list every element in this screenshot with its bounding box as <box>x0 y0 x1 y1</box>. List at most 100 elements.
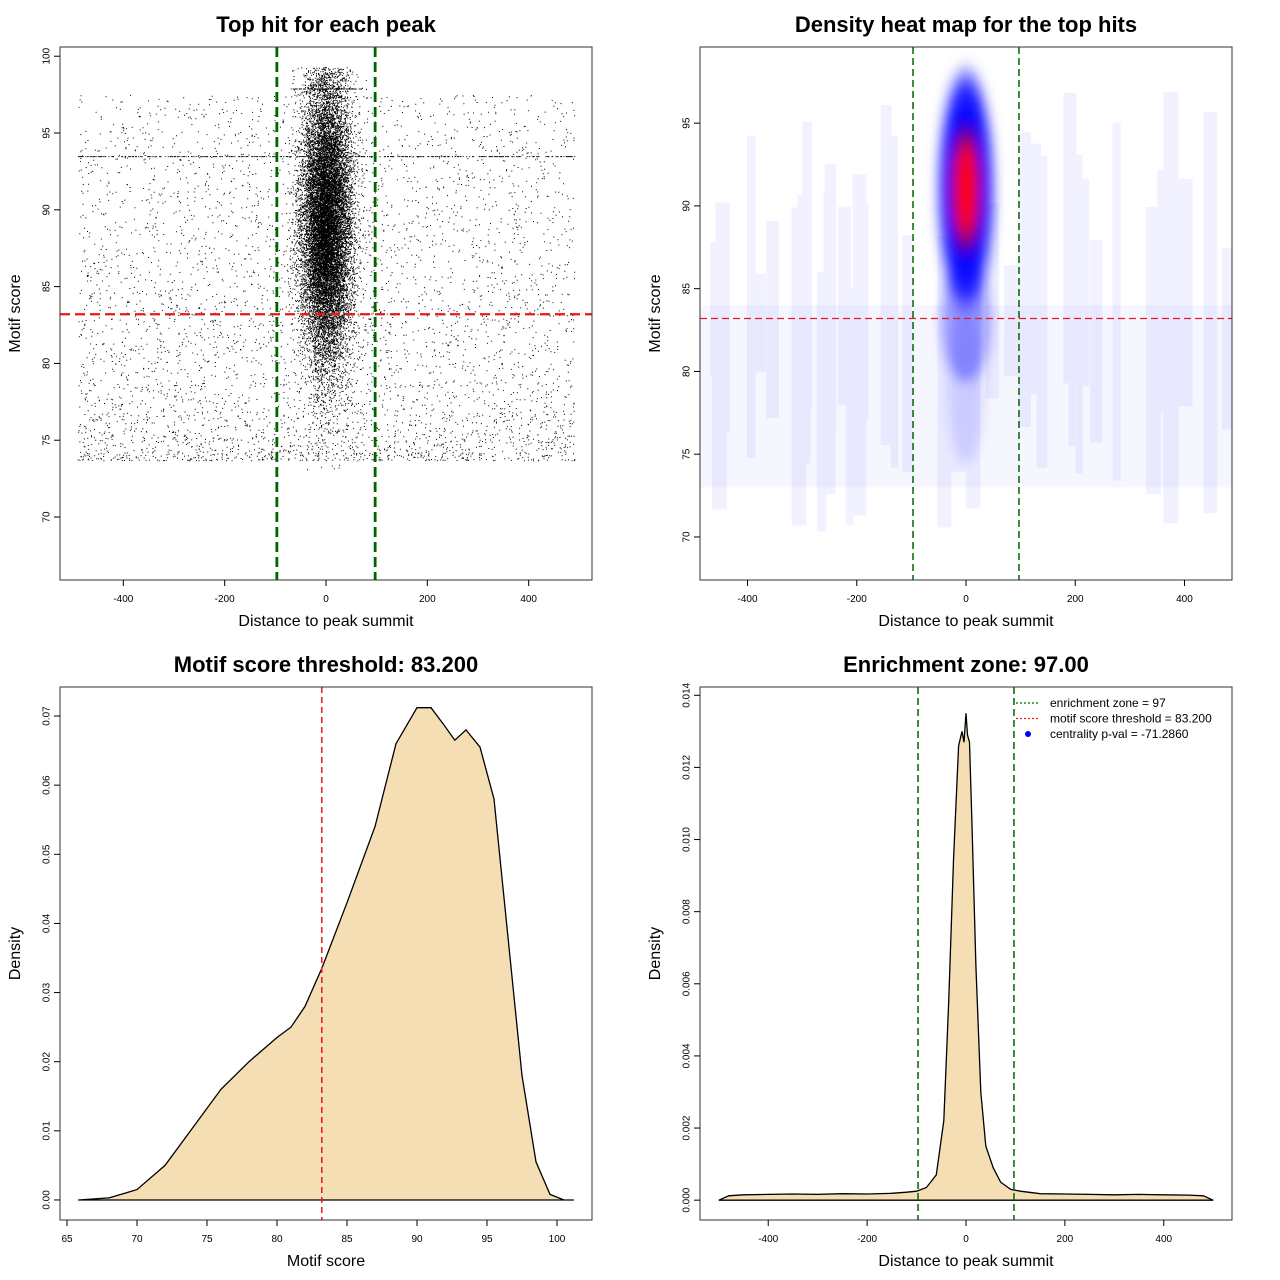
heat-streak <box>1112 122 1121 481</box>
y-axis-title: Density <box>7 927 24 980</box>
heat-streak <box>823 191 836 495</box>
y-tick-label: 0.014 <box>682 682 693 707</box>
plot-region <box>718 713 1214 1201</box>
heat-streak <box>1157 169 1169 413</box>
x-tick-label: -200 <box>847 594 867 605</box>
heat-streak <box>880 104 892 445</box>
x-axis: -400 -200 0 200 400 <box>758 1220 1173 1245</box>
heat-streak <box>1203 112 1218 514</box>
chart-title: Density heat map for the top hits <box>795 12 1137 37</box>
heat-streak <box>902 235 912 472</box>
chart-title: Motif score threshold: 83.200 <box>174 652 478 677</box>
heat-streak <box>838 206 852 406</box>
heat-streak <box>1177 178 1193 407</box>
y-tick-label: 95 <box>42 127 53 139</box>
legend-label: enrichment zone = 97 <box>1050 696 1166 710</box>
y-tick-label: 0.004 <box>682 1043 693 1068</box>
plot-frame <box>59 686 593 1221</box>
x-tick-label: 95 <box>481 1234 493 1245</box>
y-tick-label: 0.008 <box>682 899 693 924</box>
y-axis: 70 75 80 85 90 95 <box>682 117 700 543</box>
plot-region <box>78 707 574 1201</box>
y-tick-label: 95 <box>682 117 693 129</box>
heat-streak <box>711 264 727 510</box>
x-tick-label: 400 <box>1176 594 1193 605</box>
x-axis: -400 -200 0 200 400 <box>738 580 1193 605</box>
y-tick-label: 75 <box>42 434 53 446</box>
heat-streak <box>710 242 720 377</box>
x-tick-label: -200 <box>857 1234 877 1245</box>
panel-score_density: 65 70 75 80 85 90 95 1000.000.010.020.030.040.0… <box>7 652 593 1270</box>
heat-streak <box>1068 263 1075 446</box>
y-tick-label: 0.002 <box>682 1115 693 1140</box>
heat-streak <box>824 163 837 428</box>
y-axis: 0.00 0.01 0.02 0.03 0.04 0.05 0.06 0.07 <box>42 706 60 1210</box>
heat-streak <box>816 271 827 532</box>
x-tick-label: 100 <box>549 1234 566 1245</box>
heat-streak <box>1063 92 1077 384</box>
y-axis-title: Motif score <box>7 274 24 352</box>
x-tick-label: 75 <box>201 1234 213 1245</box>
x-tick-label: 0 <box>963 1234 969 1245</box>
panel-distance_density: -400 -200 0 200 400 0.000 0.002 0.004 0.006 0.008… <box>647 652 1233 1270</box>
x-tick-label: 400 <box>520 594 537 605</box>
heat-streak <box>791 207 807 526</box>
y-tick-label: 90 <box>682 200 693 212</box>
y-tick-label: 0.010 <box>682 827 693 852</box>
x-tick-label: 200 <box>419 594 436 605</box>
heat-streak <box>797 194 811 464</box>
y-axis: 70 75 80 85 90 95 100 <box>42 47 60 523</box>
y-tick-label: 80 <box>42 357 53 369</box>
density-curve <box>78 707 574 1201</box>
chart-title: Enrichment zone: 97.00 <box>843 652 1089 677</box>
x-axis: -400 -200 0 200 400 <box>113 580 537 605</box>
x-tick-label: 70 <box>131 1234 143 1245</box>
x-tick-label: 400 <box>1155 1234 1172 1245</box>
x-tick-label: 200 <box>1057 1234 1074 1245</box>
y-tick-label: 85 <box>682 283 693 295</box>
y-tick-label: 0.00 <box>42 1190 53 1210</box>
heat-streak <box>1075 178 1090 387</box>
x-axis: 65 70 75 80 85 90 95 100 <box>61 1220 566 1245</box>
x-axis-title: Distance to peak summit <box>238 613 414 630</box>
y-tick-label: 85 <box>42 281 53 293</box>
y-tick-label: 0.07 <box>42 706 53 726</box>
heat-streak <box>802 121 812 410</box>
plot-region <box>77 67 576 471</box>
legend: enrichment zone = 97 motif score threshol… <box>1016 696 1212 741</box>
scatter-points <box>77 67 576 471</box>
y-tick-label: 0.03 <box>42 982 53 1002</box>
heat-streak <box>1027 143 1041 395</box>
density-curve <box>718 713 1214 1201</box>
y-tick-label: 70 <box>42 511 53 523</box>
x-axis-title: Distance to peak summit <box>878 1253 1054 1270</box>
heat-streak <box>845 288 854 525</box>
x-tick-label: -400 <box>738 594 758 605</box>
density-area <box>718 713 1214 1201</box>
x-tick-label: -400 <box>113 594 133 605</box>
panel-scatter: -400 -200 0 200 400 70 75 80 85 90 95 100 Top hit fo… <box>7 12 593 630</box>
scatter-point-cloud <box>77 67 576 471</box>
plot-region <box>710 59 1232 532</box>
x-tick-label: -200 <box>215 594 235 605</box>
heat-streak <box>1018 131 1032 428</box>
heat-hotspot <box>936 59 996 320</box>
y-axis-title: Density <box>647 927 664 980</box>
density-area <box>78 707 574 1200</box>
x-tick-label: 85 <box>341 1234 353 1245</box>
heat-streak <box>1075 154 1083 474</box>
y-tick-label: 0.000 <box>682 1187 693 1212</box>
heat-streak <box>1090 240 1103 443</box>
heat-streak <box>1004 265 1019 376</box>
x-tick-label: 0 <box>963 594 969 605</box>
heat-streak <box>1036 155 1048 469</box>
x-tick-label: 200 <box>1067 594 1084 605</box>
heat-streak <box>852 202 869 420</box>
x-tick-label: -400 <box>758 1234 778 1245</box>
heat-streak <box>1222 247 1232 430</box>
heat-streak <box>1146 207 1161 495</box>
y-tick-label: 75 <box>682 448 693 460</box>
heat-streak <box>766 220 780 419</box>
